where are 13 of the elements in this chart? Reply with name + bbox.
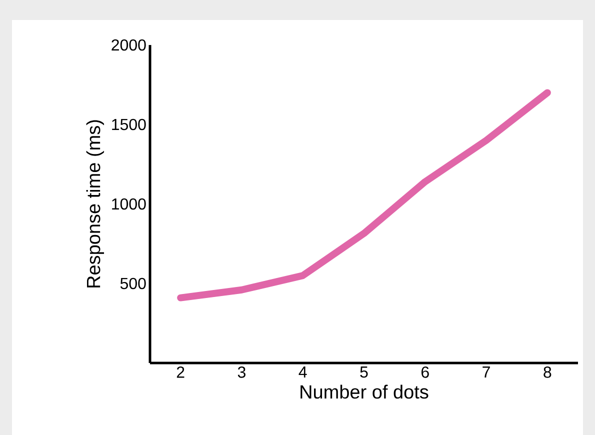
x-tick-label: 3: [238, 366, 246, 378]
x-axis-title: Number of dots: [300, 384, 428, 399]
y-tick-label: 2000: [112, 39, 146, 51]
x-tick-label: 8: [544, 366, 552, 378]
y-tick-label: 1500: [112, 118, 146, 130]
x-tick-label: 7: [482, 366, 490, 378]
x-tick-label: 2: [176, 366, 184, 378]
y-tick-label: 1000: [112, 198, 146, 210]
x-tick-label: 6: [422, 366, 429, 378]
y-tick-label: 500: [120, 278, 146, 290]
x-tick-label: 5: [360, 366, 368, 378]
x-tick-label: 4: [298, 366, 307, 378]
y-axis-title: Response time (ms): [86, 120, 104, 288]
